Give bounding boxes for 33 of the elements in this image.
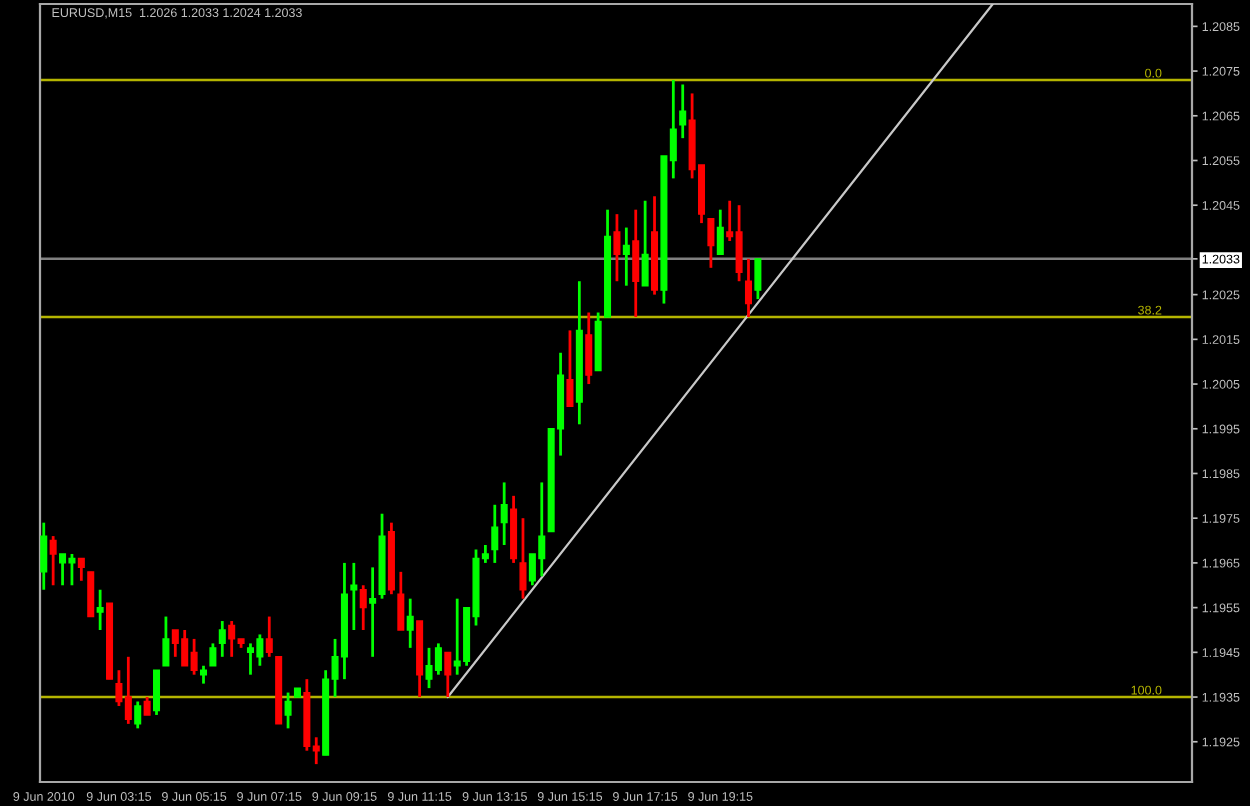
candlestick [744, 257, 753, 319]
candlestick [585, 311, 593, 386]
candlestick [162, 615, 170, 668]
candlestick [350, 561, 358, 632]
candlestick [406, 597, 414, 650]
candlestick [491, 503, 499, 565]
candlestick [87, 570, 95, 618]
candlestick [397, 570, 405, 632]
candlestick [284, 691, 292, 730]
candlestick [566, 329, 574, 408]
candlestick [77, 557, 85, 583]
candlestick [40, 521, 48, 592]
candlestick [632, 208, 640, 319]
candlestick [265, 615, 273, 659]
candlestick [622, 226, 630, 288]
candlestick [153, 668, 161, 717]
candlestick [59, 552, 67, 587]
candlestick [49, 534, 57, 587]
candlestick [679, 83, 687, 140]
candlestick [754, 257, 762, 301]
candlestick [134, 700, 142, 730]
candlestick [613, 212, 621, 283]
candlestick [519, 516, 527, 601]
candlestick [369, 565, 377, 659]
candlestick [641, 199, 649, 288]
candlestick [707, 217, 715, 270]
candlestick [96, 588, 104, 632]
candlestick [359, 583, 367, 632]
candlestick [500, 481, 508, 547]
candlestick [218, 619, 226, 659]
candlestick [444, 650, 452, 699]
candlestick [209, 642, 217, 668]
candlestick [716, 208, 724, 256]
